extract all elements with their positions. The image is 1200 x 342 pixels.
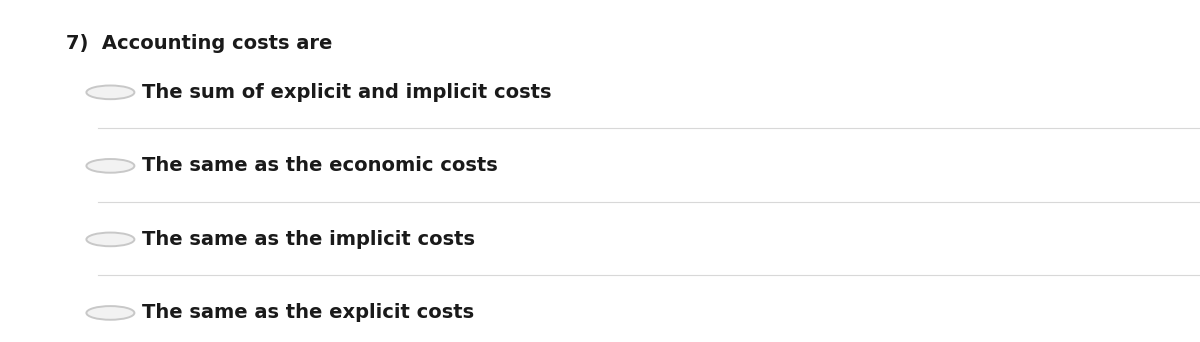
Circle shape xyxy=(86,233,134,246)
Text: The same as the economic costs: The same as the economic costs xyxy=(142,156,497,175)
Text: The same as the explicit costs: The same as the explicit costs xyxy=(142,303,474,323)
Circle shape xyxy=(86,306,134,320)
Text: The same as the implicit costs: The same as the implicit costs xyxy=(142,230,475,249)
Text: 7)  Accounting costs are: 7) Accounting costs are xyxy=(66,34,332,53)
Circle shape xyxy=(86,86,134,99)
Text: The sum of explicit and implicit costs: The sum of explicit and implicit costs xyxy=(142,83,551,102)
Circle shape xyxy=(86,159,134,173)
